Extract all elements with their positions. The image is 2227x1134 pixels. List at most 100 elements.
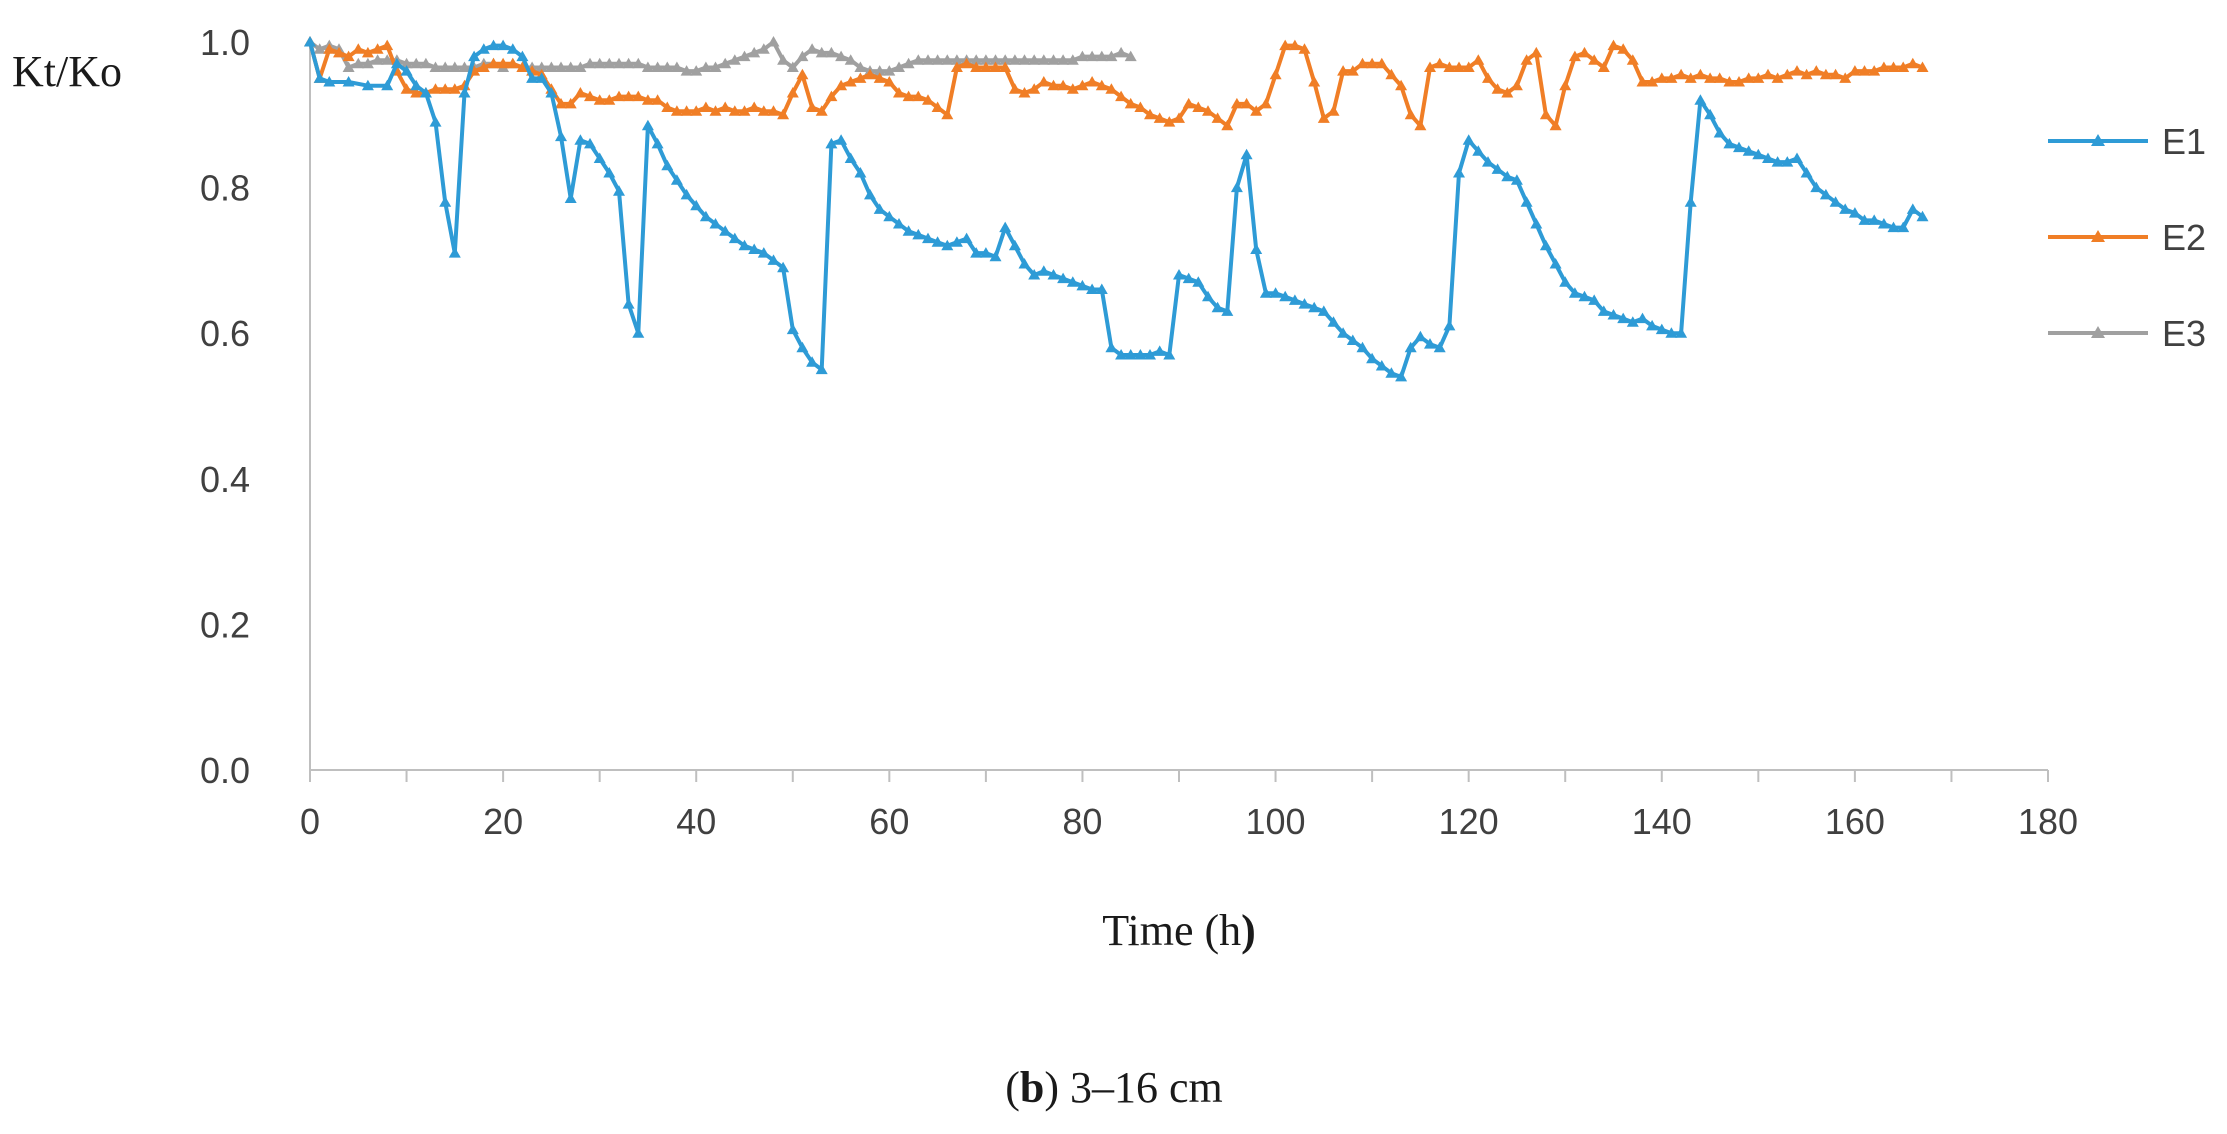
data-point (1829, 196, 1842, 207)
data-point (1404, 108, 1417, 120)
data-point (1057, 272, 1070, 284)
data-point (1134, 349, 1147, 360)
axes (309, 42, 2048, 771)
data-point (1742, 145, 1755, 156)
x-tick-label: 180 (2018, 801, 2078, 842)
data-point (1144, 108, 1156, 120)
data-point (825, 90, 838, 102)
data-point (748, 243, 761, 254)
data-point (1472, 145, 1485, 156)
data-point (342, 50, 355, 62)
y-tick-label: 0.6 (200, 313, 250, 354)
data-point (950, 236, 963, 247)
data-point (699, 101, 712, 112)
data-point (1829, 68, 1842, 80)
data-point (574, 134, 587, 145)
data-point (1356, 341, 1369, 353)
data-point (1028, 83, 1041, 94)
data-point (1375, 57, 1388, 69)
data-point (893, 87, 905, 98)
data-point (728, 54, 741, 65)
data-point (912, 228, 925, 240)
data-point (1597, 61, 1610, 72)
data-point (738, 105, 751, 116)
data-point (1066, 83, 1079, 94)
data-point (641, 94, 654, 105)
data-point (1887, 221, 1900, 233)
data-point (1269, 287, 1282, 298)
data-point (796, 68, 809, 80)
data-point (1182, 97, 1195, 109)
data-point (361, 79, 374, 91)
data-point (1182, 272, 1195, 284)
data-point (1626, 316, 1639, 327)
data-point (622, 298, 635, 309)
series-E3 (304, 36, 1137, 76)
data-point (1385, 367, 1398, 378)
x-tick-label: 160 (1825, 801, 1885, 842)
data-point (323, 76, 336, 87)
data-point (1018, 258, 1031, 269)
data-point (1443, 319, 1456, 331)
data-point (1366, 352, 1379, 364)
series-E1 (304, 36, 1929, 382)
data-point (699, 61, 712, 72)
data-point (1684, 196, 1697, 207)
data-point (1443, 61, 1456, 72)
data-point (989, 61, 1002, 72)
legend-marker (2091, 326, 2105, 338)
data-point (786, 323, 799, 335)
data-point (323, 43, 336, 54)
data-point (361, 57, 374, 69)
data-point (429, 116, 442, 127)
data-point (506, 43, 519, 54)
y-axis-label: Kt/Ko (12, 47, 122, 96)
data-point (970, 247, 983, 258)
data-point (757, 105, 770, 116)
data-point (651, 94, 664, 105)
data-point (564, 61, 577, 72)
data-point (1791, 152, 1803, 163)
data-point (1346, 65, 1359, 76)
data-point (342, 61, 355, 72)
data-point (767, 105, 780, 116)
data-point (670, 105, 683, 116)
data-point (574, 87, 587, 98)
data-point (381, 39, 394, 51)
data-point (1134, 101, 1147, 112)
data-point (709, 218, 722, 229)
data-point (806, 356, 819, 367)
data-point (593, 57, 606, 69)
data-point (989, 250, 1002, 262)
data-point (1144, 349, 1156, 360)
data-point (864, 68, 876, 80)
data-point (1752, 148, 1765, 160)
x-tick-label: 80 (1062, 801, 1102, 842)
data-point (1356, 57, 1369, 69)
data-point (1501, 87, 1514, 98)
data-point (1781, 156, 1794, 167)
data-point (1819, 68, 1832, 80)
data-point (622, 90, 635, 102)
data-point (757, 247, 770, 258)
data-point (1607, 309, 1620, 320)
data-point (1906, 203, 1919, 214)
data-point (902, 90, 915, 102)
data-point (1259, 287, 1272, 298)
data-point (333, 46, 345, 58)
data-point (844, 76, 857, 87)
data-point (381, 79, 394, 91)
legend-label: E3 (2162, 313, 2206, 354)
data-point (670, 174, 683, 185)
data-point (1308, 301, 1321, 313)
data-point (622, 57, 635, 69)
data-point (1115, 349, 1128, 360)
data-point (1810, 181, 1823, 193)
data-point (613, 90, 625, 102)
data-point (1028, 269, 1041, 280)
data-point (1549, 258, 1562, 269)
data-point (767, 36, 780, 47)
data-point (960, 57, 973, 69)
data-point (1298, 43, 1311, 54)
data-point (1491, 83, 1504, 94)
